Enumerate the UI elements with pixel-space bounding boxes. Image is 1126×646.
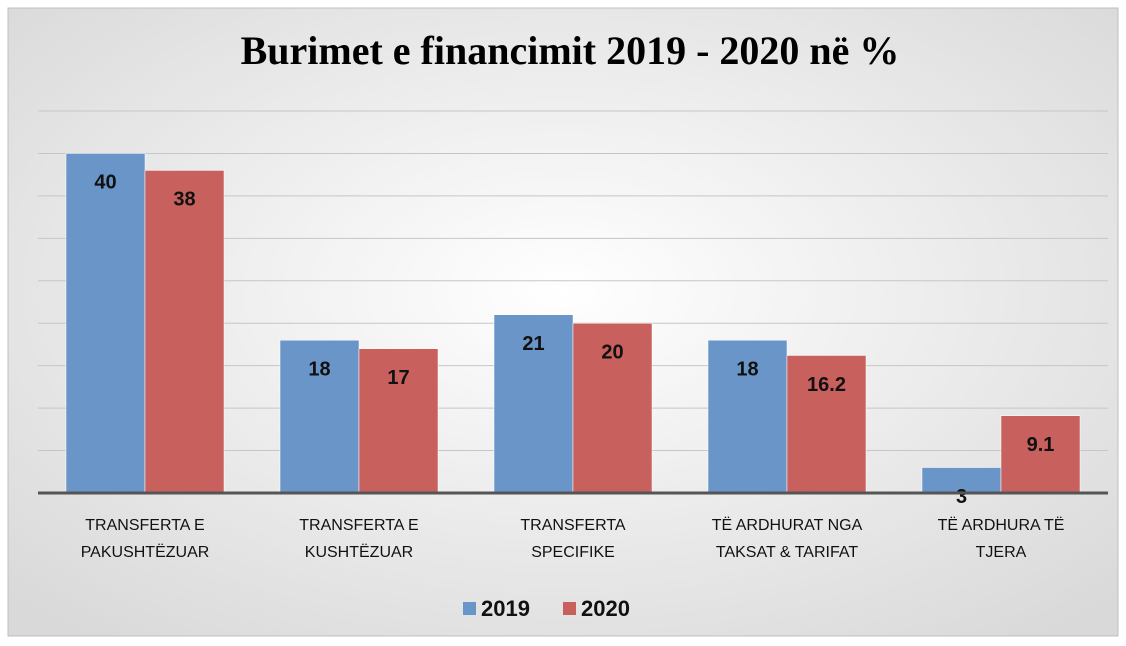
x-tick-label: TË ARDHURA TË TJERA xyxy=(937,517,1065,561)
bar xyxy=(358,348,439,494)
data-label: 16.2 xyxy=(807,374,846,396)
x-tick-label: TRANSFERTA E KUSHTËZUAR xyxy=(299,517,419,561)
chart-title: Burimet e financimit 2019 - 2020 në % xyxy=(241,28,900,73)
x-tick-label: TË ARDHURAT NGA TAKSAT & TARIFAT xyxy=(711,517,863,561)
data-label: 17 xyxy=(387,367,409,389)
data-label: 20 xyxy=(601,342,623,364)
x-tick-label: TRANSFERTA E PAKUSHTËZUAR xyxy=(80,517,210,561)
data-label: 9.1 xyxy=(1027,434,1055,456)
bar xyxy=(921,467,1002,494)
bar xyxy=(279,339,360,494)
data-label: 40 xyxy=(94,172,116,194)
bar xyxy=(786,355,867,494)
legend-label: 2019 xyxy=(481,596,530,621)
bar xyxy=(572,322,653,494)
legend-label: 2020 xyxy=(581,596,630,621)
bar xyxy=(144,170,225,494)
legend-swatch xyxy=(563,602,576,615)
data-label: 38 xyxy=(173,189,195,211)
data-label: 18 xyxy=(308,358,330,380)
data-label: 21 xyxy=(522,333,544,355)
bar xyxy=(1000,415,1081,494)
bar xyxy=(65,153,146,494)
legend-swatch xyxy=(463,602,476,615)
x-tick-label: TRANSFERTA SPECIFIKE xyxy=(520,517,626,561)
bar xyxy=(707,339,788,494)
data-label: 3 xyxy=(956,486,967,508)
data-label: 18 xyxy=(736,358,758,380)
